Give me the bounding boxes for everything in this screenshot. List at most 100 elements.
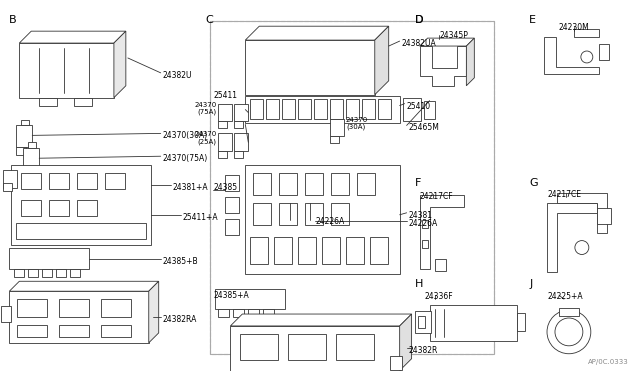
Polygon shape — [10, 281, 159, 291]
Bar — [12, 165, 151, 244]
Bar — [378, 99, 390, 119]
Text: 24217CF: 24217CF — [420, 192, 453, 201]
Bar — [211, 21, 494, 354]
Bar — [263, 309, 274, 317]
Text: 24226A: 24226A — [408, 219, 438, 228]
Text: C: C — [205, 15, 213, 25]
Text: AP/0C.0333: AP/0C.0333 — [588, 359, 628, 365]
Bar — [417, 316, 424, 328]
Bar — [596, 208, 611, 224]
Bar — [331, 203, 349, 225]
Circle shape — [555, 318, 583, 346]
Bar — [59, 325, 89, 337]
Bar — [14, 269, 24, 277]
Text: H: H — [415, 279, 423, 289]
Bar — [17, 125, 32, 147]
Bar — [346, 237, 364, 264]
Bar — [10, 247, 89, 269]
Circle shape — [581, 51, 593, 63]
Bar — [403, 98, 420, 122]
Circle shape — [547, 310, 591, 354]
Text: 24226A: 24226A — [315, 217, 344, 226]
Text: 24381+A: 24381+A — [173, 183, 208, 192]
Bar — [241, 334, 278, 360]
Text: E: E — [529, 15, 536, 25]
Bar — [266, 99, 279, 119]
Bar — [42, 269, 52, 277]
Bar — [336, 334, 374, 360]
Bar — [218, 309, 229, 317]
Polygon shape — [375, 26, 388, 95]
Text: 25411: 25411 — [214, 91, 237, 100]
Bar — [305, 203, 323, 225]
Text: 24230M: 24230M — [559, 23, 589, 32]
Bar — [23, 170, 33, 178]
Text: 24370
(30A): 24370 (30A) — [346, 116, 368, 130]
Bar — [250, 237, 268, 264]
Bar — [23, 148, 39, 170]
Text: 24217CE: 24217CE — [547, 190, 581, 199]
Polygon shape — [574, 29, 599, 37]
Bar — [346, 99, 359, 119]
Bar — [225, 197, 239, 213]
Bar — [234, 104, 248, 122]
Bar — [362, 99, 375, 119]
Bar — [288, 334, 326, 360]
Text: 24382RA: 24382RA — [163, 315, 197, 324]
Bar — [218, 122, 227, 128]
Bar — [101, 299, 131, 317]
Bar — [59, 299, 89, 317]
Text: 24370
(25A): 24370 (25A) — [194, 131, 216, 145]
Text: 24382UA: 24382UA — [402, 39, 436, 48]
Text: D: D — [415, 15, 423, 25]
Polygon shape — [245, 26, 388, 40]
Text: 24345P: 24345P — [440, 31, 468, 40]
Polygon shape — [547, 203, 596, 272]
Text: D: D — [415, 15, 423, 25]
Bar — [225, 175, 239, 191]
Text: 24370
(75A): 24370 (75A) — [194, 102, 216, 115]
Polygon shape — [544, 37, 599, 74]
Bar — [331, 173, 349, 195]
Bar — [274, 237, 292, 264]
Bar — [282, 99, 295, 119]
Text: 24381: 24381 — [408, 211, 433, 220]
Polygon shape — [420, 195, 465, 269]
Bar — [424, 101, 435, 119]
Bar — [517, 313, 525, 331]
Bar — [28, 142, 36, 148]
Bar — [330, 137, 339, 143]
Bar — [250, 99, 263, 119]
Polygon shape — [557, 193, 607, 232]
Text: 25410: 25410 — [406, 102, 431, 110]
Bar — [435, 259, 447, 271]
Bar — [74, 98, 92, 106]
Bar — [3, 183, 12, 191]
Bar — [218, 104, 232, 122]
Bar — [28, 269, 38, 277]
Bar — [248, 309, 259, 317]
Bar — [225, 219, 239, 235]
Text: 24370(75A): 24370(75A) — [163, 154, 208, 163]
Bar — [298, 237, 316, 264]
Bar — [322, 237, 340, 264]
Bar — [17, 147, 26, 155]
Bar — [17, 325, 47, 337]
Bar — [330, 99, 343, 119]
Bar — [1, 306, 12, 322]
Text: B: B — [10, 15, 17, 25]
Bar — [245, 40, 375, 95]
Bar — [245, 96, 399, 124]
Text: 24385+A: 24385+A — [214, 291, 249, 300]
Bar — [21, 119, 29, 125]
Polygon shape — [467, 38, 474, 86]
Text: 24336F: 24336F — [424, 292, 453, 301]
Bar — [70, 269, 80, 277]
Bar — [390, 356, 402, 370]
Text: F: F — [415, 178, 421, 188]
Bar — [3, 170, 17, 188]
Bar — [330, 119, 344, 137]
Bar — [599, 44, 609, 60]
Circle shape — [575, 241, 589, 254]
Bar — [39, 98, 57, 106]
